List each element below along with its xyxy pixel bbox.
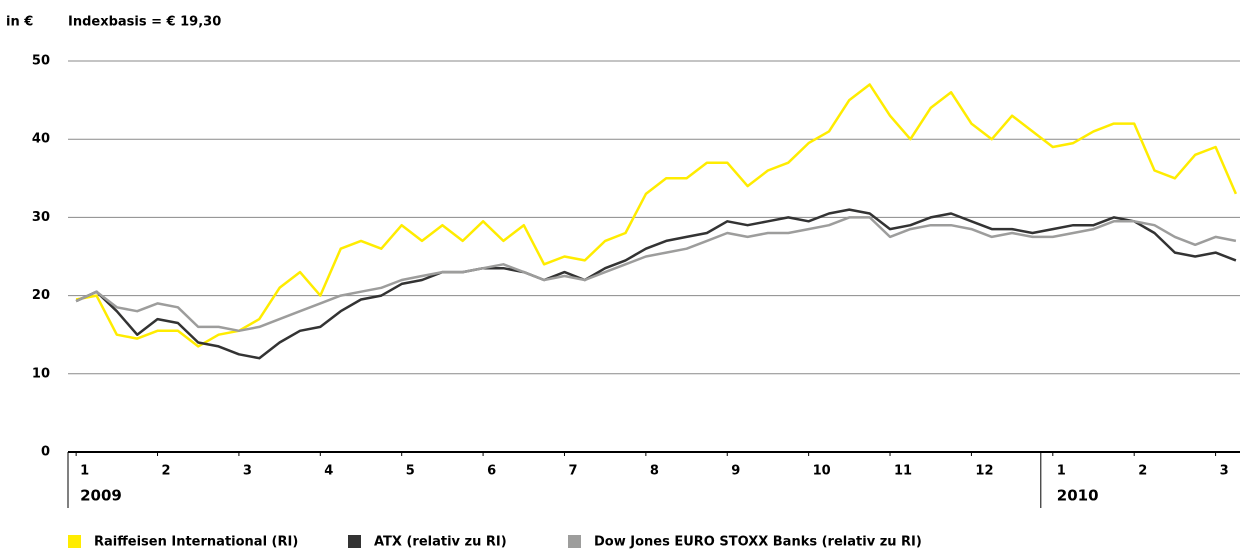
y-tick-label: 30 (32, 210, 50, 225)
legend-label: Dow Jones EURO STOXX Banks (relativ zu R… (594, 535, 922, 550)
year-label: 2010 (1057, 487, 1099, 505)
series-line (75, 83, 1238, 348)
x-tick-label: 5 (406, 464, 415, 479)
legend-swatch (68, 535, 81, 548)
y-tick-label: 0 (41, 445, 50, 460)
x-tick-label: 9 (731, 464, 740, 479)
y-tick-label: 20 (32, 288, 50, 303)
legend-swatch (568, 535, 581, 548)
x-tick-label: 7 (568, 464, 577, 479)
legend-label: Raiffeisen International (RI) (94, 535, 298, 550)
x-tick-label: 1 (80, 464, 89, 479)
x-tick-label: 10 (813, 464, 831, 479)
year-label: 2009 (80, 487, 122, 505)
x-tick-label: 11 (894, 464, 912, 479)
x-tick-label: 12 (975, 464, 993, 479)
y-tick-label: 40 (32, 132, 50, 147)
x-tick-label: 1 (1057, 464, 1066, 479)
x-tick-label: 2 (162, 464, 171, 479)
x-tick-label: 3 (243, 464, 252, 479)
x-tick-label: 2 (1138, 464, 1147, 479)
x-tick-label: 8 (650, 464, 659, 479)
x-tick-label: 6 (487, 464, 496, 479)
series-line (75, 216, 1237, 333)
unit-label: in € (6, 15, 33, 30)
y-tick-label: 10 (32, 366, 50, 381)
x-tick-label: 3 (1220, 464, 1229, 479)
legend-swatch (348, 535, 361, 548)
x-tick-label: 4 (324, 464, 333, 479)
subtitle: Indexbasis = € 19,30 (68, 15, 221, 30)
series-line (75, 208, 1237, 360)
y-tick-label: 50 (32, 54, 50, 69)
legend-label: ATX (relativ zu RI) (374, 535, 507, 550)
